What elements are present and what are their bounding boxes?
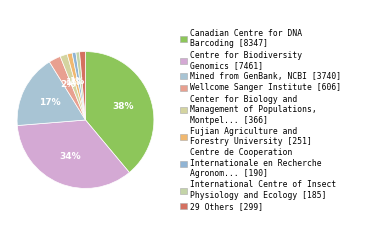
Wedge shape	[86, 52, 154, 173]
Wedge shape	[17, 120, 129, 188]
Text: 38%: 38%	[112, 102, 133, 111]
Text: 2%: 2%	[60, 80, 75, 89]
Wedge shape	[67, 53, 86, 120]
Wedge shape	[76, 52, 86, 120]
Wedge shape	[72, 52, 86, 120]
Text: 1%: 1%	[65, 78, 81, 87]
Legend: Canadian Centre for DNA
Barcoding [8347], Centre for Biodiversity
Genomics [7461: Canadian Centre for DNA Barcoding [8347]…	[179, 27, 343, 213]
Text: 17%: 17%	[39, 98, 61, 107]
Wedge shape	[17, 62, 85, 126]
Text: 1%: 1%	[69, 77, 84, 86]
Wedge shape	[49, 56, 86, 120]
Wedge shape	[60, 54, 86, 120]
Wedge shape	[79, 52, 86, 120]
Text: 34%: 34%	[59, 152, 81, 161]
